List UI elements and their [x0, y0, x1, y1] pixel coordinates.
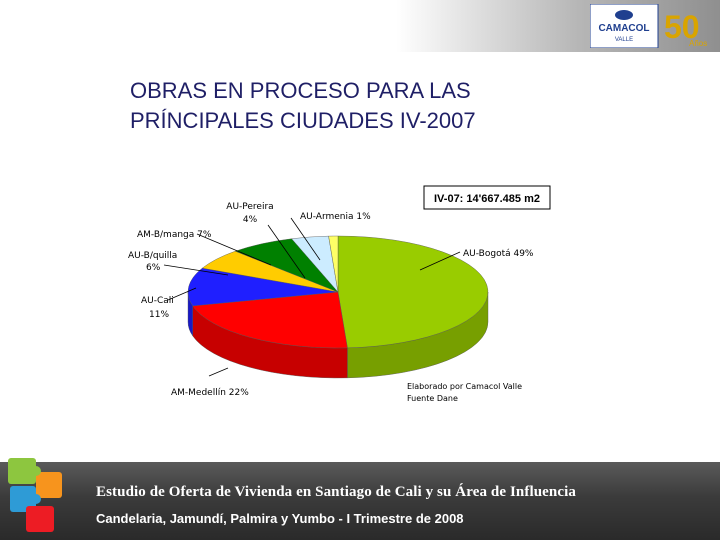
anniversary-word: Años	[689, 39, 707, 48]
label-medellin: AM-Medellín 22%	[171, 388, 249, 398]
camacol-logo: CAMACOL VALLE 50 Años	[590, 4, 707, 48]
leader-line-armenia	[290, 217, 321, 261]
label-armenia: AU-Armenia 1%	[300, 212, 371, 222]
leader-lines	[163, 217, 461, 377]
leader-line-bquilla	[163, 264, 229, 276]
annotation-label: IV-07: 14'667.485 m2	[434, 193, 540, 205]
footer-banner	[0, 462, 720, 540]
annotation-box	[423, 185, 551, 210]
label-pereira-value: 4%	[243, 215, 258, 225]
pie-slice-au-armenia	[328, 235, 339, 293]
title-line-1: OBRAS EN PROCESO PARA LAS	[130, 78, 471, 103]
title-line-2: PRÍNCIPALES CIUDADES IV-2007	[130, 108, 476, 133]
label-bquilla-name: AU-B/quilla	[128, 251, 177, 261]
source-note: Elaborado por Camacol Valle Fuente Dane	[407, 381, 522, 405]
pie-slice-am-medelli-n	[192, 291, 348, 349]
leader-line-bogota	[419, 251, 461, 271]
label-cali-value: 11%	[149, 310, 169, 320]
pie-slices	[187, 235, 489, 379]
leader-line-pereira	[267, 224, 306, 279]
logo-emblem	[615, 10, 633, 20]
leader-line-medellin	[208, 367, 229, 377]
label-cali-name: AU-Cali	[141, 296, 174, 306]
source-note-line-1: Elaborado por Camacol Valle	[407, 382, 523, 391]
puzzle-piece-green	[8, 458, 36, 484]
puzzle-piece-orange	[36, 472, 62, 498]
page-title: OBRAS EN PROCESO PARA LAS PRÍNCIPALES CI…	[130, 76, 650, 136]
label-bogota: AU-Bogotá 49%	[463, 249, 534, 259]
pie-slice-au-cali	[187, 267, 339, 307]
puzzle-piece-blue	[10, 486, 36, 512]
puzzle-knob-blue	[31, 494, 41, 504]
source-note-line-2: Fuente Dane	[407, 394, 458, 403]
puzzle-knob-green	[31, 466, 41, 476]
logo-subtext: VALLE	[615, 37, 633, 43]
puzzle-pieces-icon	[8, 458, 62, 532]
label-bquilla-value: 6%	[146, 263, 161, 273]
logo-text: CAMACOL	[598, 23, 649, 34]
leader-line-cali	[167, 287, 197, 301]
puzzle-piece-red	[26, 506, 54, 532]
label-bmanga: AM-B/manga 7%	[137, 230, 212, 240]
pie-chart: IV-07: 14'667.485 m2 AU-Pereira 4% AU-Ar…	[128, 185, 551, 398]
anniversary-number: 50	[664, 9, 700, 45]
leader-line-bmanga	[196, 233, 272, 266]
footer-title: Estudio de Oferta de Vivienda en Santiag…	[96, 484, 576, 500]
footer-subtitle: Candelaria, Jamundí, Palmira y Yumbo - I…	[96, 511, 464, 526]
pie-slice-au-bogota	[337, 235, 489, 349]
label-pereira-name: AU-Pereira	[226, 202, 273, 212]
